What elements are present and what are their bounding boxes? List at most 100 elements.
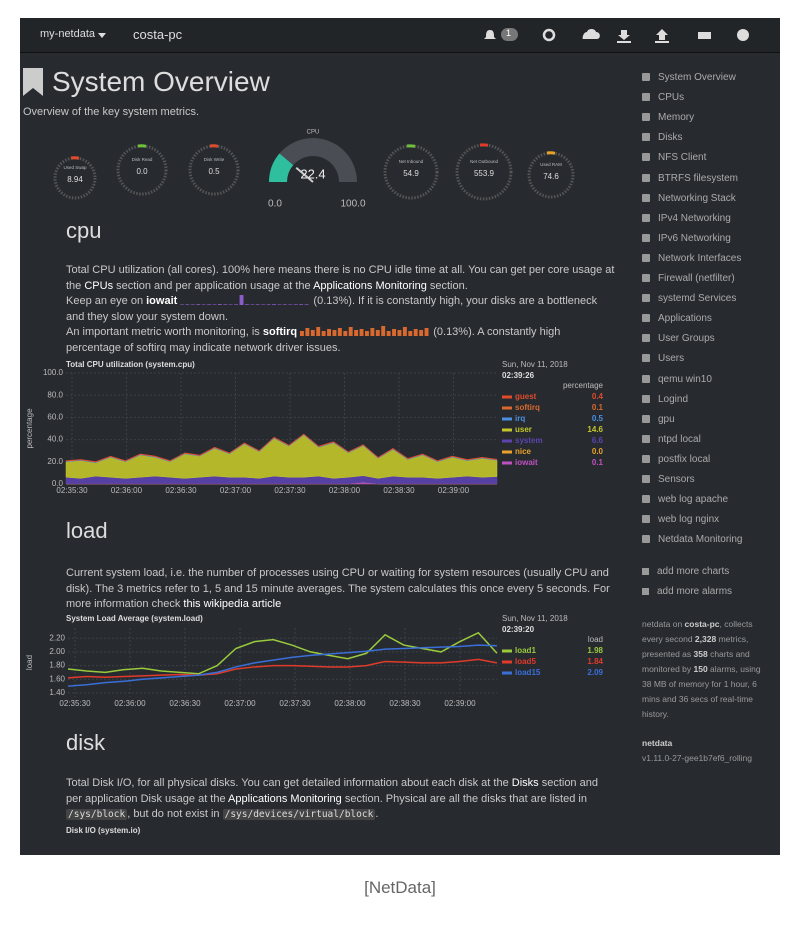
menu-item[interactable]: gpu: [642, 414, 675, 425]
version: v1.11.0-27-gee1b7ef6_rolling: [642, 753, 752, 763]
menu-item[interactable]: BTRFS filesystem: [642, 173, 738, 184]
menu-item[interactable]: IPv4 Networking: [642, 213, 731, 224]
menu-label: User Groups: [658, 333, 715, 345]
menu-item[interactable]: Users: [642, 353, 684, 364]
code: /sys/block: [66, 809, 128, 820]
menu-item[interactable]: web log apache: [642, 494, 728, 505]
bell-icon[interactable]: [484, 30, 496, 39]
menu-label: NFS Client: [658, 152, 707, 164]
code: /sys/devices/virtual/block: [222, 809, 376, 820]
legend-name[interactable]: iowait: [515, 458, 538, 467]
gauge-value: 553.9: [474, 169, 495, 178]
menu-item[interactable]: IPv6 Networking: [642, 233, 731, 244]
gauge-indicator: [546, 151, 556, 155]
menu-action[interactable]: add more alarms: [642, 586, 732, 597]
legend-name[interactable]: system: [515, 436, 543, 445]
page-title: System Overview: [52, 66, 270, 97]
text: metrics, presented as: [642, 634, 749, 659]
legend-name[interactable]: load5: [515, 657, 536, 666]
print-icon[interactable]: [698, 32, 711, 39]
legend-name[interactable]: user: [515, 425, 532, 434]
help-icon[interactable]: [737, 29, 749, 41]
menu-item[interactable]: Logind: [642, 394, 688, 405]
menu-item[interactable]: Network Interfaces: [642, 253, 741, 264]
menu-item[interactable]: web log nginx: [642, 514, 719, 525]
legend-name[interactable]: nice: [515, 447, 532, 456]
legend-name[interactable]: load1: [515, 646, 536, 655]
text: 0.13%). A constantly high percentage of …: [66, 326, 561, 354]
legend-name[interactable]: softirq: [515, 403, 540, 412]
gauge-max: 100.0: [340, 199, 365, 210]
spark-bar: [304, 304, 309, 305]
legend-name[interactable]: load15: [515, 668, 541, 677]
menu-item[interactable]: ntpd local: [642, 434, 701, 445]
menu-item[interactable]: Memory: [642, 112, 694, 123]
cloud-icon[interactable]: [582, 29, 600, 39]
menu-item[interactable]: System Overview: [642, 72, 736, 83]
brand-menu[interactable]: my-netdata: [40, 28, 96, 40]
link[interactable]: Applications Monitoring: [313, 279, 427, 292]
menu-item[interactable]: Disks: [642, 132, 682, 143]
menu-icon: [642, 294, 650, 303]
legend-swatch: [502, 406, 512, 410]
settings-icon[interactable]: [542, 28, 556, 42]
menu-item[interactable]: User Groups: [642, 333, 715, 344]
x-tick-label: 02:36:00: [114, 699, 146, 708]
x-tick-label: 02:38:30: [383, 486, 415, 495]
y-tick-label: 20.0: [47, 457, 63, 466]
bold: softirq: [262, 326, 298, 338]
action-label: add more alarms: [657, 586, 733, 597]
spark-bar: [191, 304, 196, 305]
spark-bar: [294, 304, 299, 305]
menu-item[interactable]: Applications: [642, 313, 712, 324]
section-text: Current system load, i.e. the number of …: [66, 566, 616, 613]
menu-action[interactable]: add more charts: [642, 566, 729, 577]
bold: 2,328: [694, 634, 717, 644]
spark-bar: [185, 304, 190, 305]
upload-icon[interactable]: [655, 29, 669, 43]
section-text: Total CPU utilization (all cores). 100% …: [66, 263, 616, 356]
navbar: my-netdata costa-pc 1: [20, 18, 780, 53]
menu-item[interactable]: Networking Stack: [642, 193, 736, 204]
host-name[interactable]: costa-pc: [133, 27, 183, 42]
link[interactable]: Applications Monitoring: [228, 792, 342, 805]
spark-bar: [229, 304, 234, 305]
menu-item[interactable]: NFS Client: [642, 152, 706, 163]
legend-swatch: [502, 395, 512, 399]
legend-name[interactable]: guest: [515, 392, 537, 401]
link[interactable]: Disks: [511, 777, 539, 789]
link[interactable]: CPUs: [84, 279, 114, 292]
spark-bar: [267, 304, 271, 305]
menu-icon: [642, 213, 650, 222]
menu-item[interactable]: systemd Services: [642, 293, 736, 304]
spark-bar: [288, 304, 293, 305]
bold: 358: [693, 649, 708, 659]
menu-label: Applications: [658, 313, 712, 325]
paragraph: An important metric worth monitoring, is…: [66, 325, 616, 356]
line: [67, 631, 498, 675]
menu-item[interactable]: postfix local: [642, 454, 710, 465]
spark-bar: [245, 304, 250, 305]
chart-unit: load: [588, 635, 603, 644]
gauge-needle: [295, 167, 314, 183]
menu-item[interactable]: Firewall (netfilter): [642, 273, 735, 284]
menu-item[interactable]: Sensors: [642, 474, 695, 485]
download-icon[interactable]: [617, 30, 631, 43]
gauge-label: Used RAM: [540, 162, 562, 167]
area: [65, 433, 498, 463]
spark-bar: [196, 304, 201, 305]
menu-item[interactable]: Netdata Monitoring: [642, 534, 743, 545]
menu-icon: [642, 495, 650, 504]
spark-bar: [277, 304, 282, 305]
y-tick-label: 2.20: [49, 633, 65, 642]
link[interactable]: this wikipedia article: [183, 598, 282, 610]
spark-bar: [261, 304, 266, 305]
menu-icon: [642, 253, 650, 262]
menu-item[interactable]: CPUs: [642, 92, 684, 103]
x-tick-label: 02:37:30: [279, 699, 311, 708]
menu-item[interactable]: qemu win10: [642, 374, 712, 385]
legend-name[interactable]: irq: [515, 414, 525, 423]
legend-time: 02:39:26: [502, 371, 535, 380]
section-heading: load: [66, 518, 108, 543]
spark-bar: [397, 330, 402, 336]
